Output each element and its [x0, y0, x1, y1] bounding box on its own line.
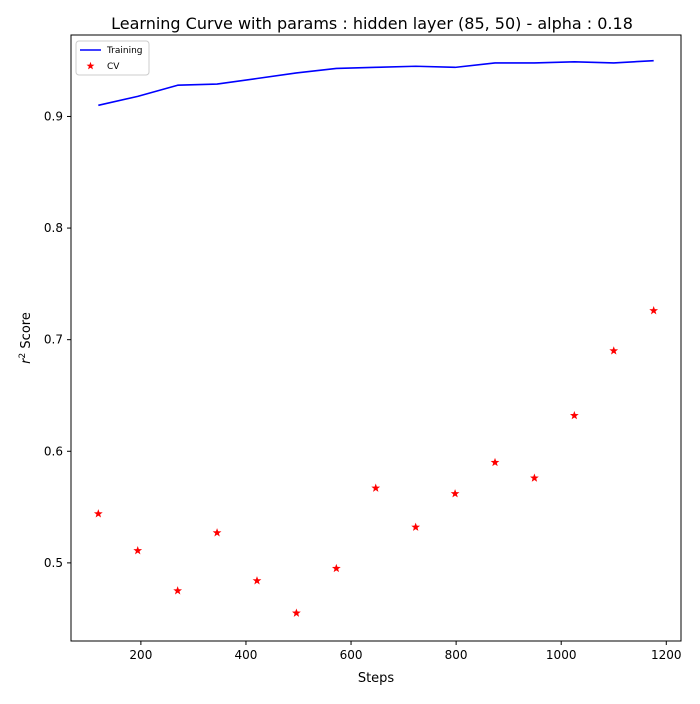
series-layer: [93, 59, 659, 617]
cv-point: [649, 306, 659, 315]
training-line: [98, 59, 654, 107]
cv-point: [450, 489, 460, 498]
x-axis: 200 400 600 800 1000 1200: [129, 641, 682, 662]
y-tick-label: 0.6: [44, 444, 63, 458]
x-axis-label: Steps: [358, 671, 395, 686]
cv-point: [93, 509, 103, 518]
x-tick-label: 1200: [651, 648, 682, 662]
cv-point: [292, 608, 301, 617]
cv-point: [530, 473, 539, 482]
x-tick-label: 600: [340, 648, 363, 662]
plot-area: 200 400 600 800 1000 1200 0.5 0.6 0.7 0.8 0.9: [44, 34, 682, 662]
x-tick-label: 400: [235, 648, 258, 662]
x-tick-label: 200: [129, 648, 152, 662]
cv-point: [331, 563, 341, 573]
legend-training-label: Training: [106, 46, 143, 56]
y-tick-label: 0.9: [44, 109, 63, 123]
cv-point: [569, 410, 579, 420]
cv-point: [609, 346, 619, 355]
y-axis-label-prefix: r: [19, 357, 34, 364]
y-axis-label-superscript: 2: [18, 353, 28, 359]
y-axis-label-suffix: Score: [19, 312, 34, 353]
chart-title: Learning Curve with params : hidden laye…: [111, 14, 633, 33]
x-tick-label: 800: [445, 648, 468, 662]
cv-point: [173, 586, 183, 595]
cv-point: [252, 576, 262, 585]
cv-point: [212, 528, 222, 537]
legend: Training CV: [75, 40, 150, 76]
y-tick-label: 0.8: [44, 221, 63, 235]
y-axis: 0.5 0.6 0.7 0.8 0.9: [44, 109, 71, 570]
cv-point: [133, 546, 143, 555]
legend-cv-label: CV: [107, 62, 120, 72]
cv-point: [490, 457, 500, 467]
y-axis-label: r2 Score: [18, 312, 34, 364]
cv-point: [371, 483, 381, 492]
legend-cv-swatch: [86, 61, 95, 70]
y-tick-label: 0.7: [44, 333, 63, 347]
x-tick-label: 1000: [546, 648, 577, 662]
cv-point: [411, 522, 421, 531]
plot-frame: [70, 34, 682, 642]
y-tick-label: 0.5: [44, 556, 63, 570]
